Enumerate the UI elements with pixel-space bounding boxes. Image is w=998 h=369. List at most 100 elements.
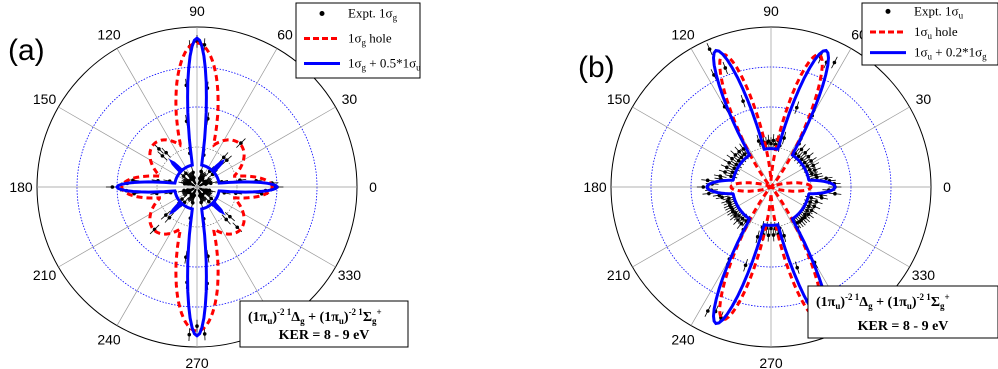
data-point xyxy=(707,191,711,196)
data-point xyxy=(733,153,738,157)
data-point xyxy=(199,169,203,174)
legend-marker xyxy=(319,11,325,16)
data-point xyxy=(160,154,165,158)
legend-label: 1σg + 0.5*1σu xyxy=(348,56,421,73)
data-point xyxy=(221,155,226,160)
data-point xyxy=(184,171,188,176)
angle-tick-label: 210 xyxy=(607,267,631,283)
series-hole-curve xyxy=(718,53,824,321)
legend-box xyxy=(861,2,998,66)
data-point xyxy=(809,159,813,163)
data-point xyxy=(202,332,207,336)
data-point xyxy=(723,170,727,174)
data-point xyxy=(207,199,211,204)
data-point xyxy=(799,157,804,162)
data-point xyxy=(705,178,710,183)
data-point xyxy=(192,193,197,198)
data-point xyxy=(732,166,737,171)
angle-tick-label: 120 xyxy=(97,27,121,43)
annotation-box: (1πu)-2 1Δg + (1πu)-2 1Σg+ KER = 8 - 9 eV xyxy=(239,300,409,348)
data-point xyxy=(733,210,738,215)
data-point xyxy=(824,176,828,181)
data-point xyxy=(225,158,229,162)
angle-tick-label: 330 xyxy=(912,267,936,283)
data-point xyxy=(795,265,800,270)
data-point xyxy=(164,213,168,217)
data-point xyxy=(239,141,243,145)
data-point xyxy=(723,66,728,70)
legend-label: Expt. 1σu xyxy=(914,3,964,20)
data-point xyxy=(707,47,712,51)
data-point xyxy=(190,200,195,205)
data-point xyxy=(736,159,741,163)
angle-tick-label: 30 xyxy=(916,91,932,107)
data-point xyxy=(182,181,187,186)
annotation-ker: KER = 8 - 9 eV xyxy=(858,319,949,334)
angle-tick-label: 240 xyxy=(97,331,121,347)
data-point xyxy=(805,164,810,168)
data-point xyxy=(813,173,818,177)
angle-tick-label: 0 xyxy=(943,179,951,195)
data-point xyxy=(812,204,817,209)
data-point xyxy=(806,154,811,159)
data-point xyxy=(734,162,739,167)
data-point xyxy=(769,226,773,231)
data-point xyxy=(782,233,786,238)
data-point xyxy=(180,197,184,201)
data-point xyxy=(771,138,776,143)
data-point xyxy=(813,168,817,172)
data-point xyxy=(157,147,161,151)
angle-tick-label: 120 xyxy=(671,27,695,43)
data-point xyxy=(736,218,740,222)
data-point xyxy=(202,42,207,47)
data-point xyxy=(796,154,801,159)
data-point xyxy=(769,141,773,146)
data-point xyxy=(803,212,807,217)
data-point xyxy=(725,165,729,170)
angle-tick-label: 90 xyxy=(763,3,779,19)
data-point xyxy=(197,176,202,181)
data-point xyxy=(701,185,706,189)
data-point xyxy=(771,233,776,237)
data-point xyxy=(737,149,741,154)
data-point xyxy=(195,324,199,328)
data-point xyxy=(803,151,807,155)
data-point xyxy=(235,225,240,230)
data-point xyxy=(807,204,811,209)
data-point xyxy=(200,192,205,197)
data-point xyxy=(766,233,771,237)
series-fit-curve xyxy=(705,48,837,326)
panel-label: (a) xyxy=(8,34,45,67)
data-point xyxy=(164,150,168,155)
data-point xyxy=(803,215,807,220)
legend-label: 1σg hole xyxy=(348,31,392,48)
data-point xyxy=(110,185,115,189)
polar-chart-a: 0 30 60 90 120 150 180 210 240 270 330 (a) Expt. 1σg… xyxy=(8,2,421,369)
angle-tick-label: 90 xyxy=(189,3,205,19)
data-point xyxy=(729,174,733,179)
data-point xyxy=(720,195,724,200)
data-point xyxy=(739,221,744,226)
legend-marker xyxy=(885,8,891,14)
angle-tick-label: 210 xyxy=(33,267,57,283)
data-point xyxy=(228,214,232,219)
data-point xyxy=(730,170,735,175)
angle-tick-label: 330 xyxy=(338,267,362,283)
legend: Expt. 1σu 1σu hole 1σu + 0.2*1σg xyxy=(861,2,998,66)
data-point xyxy=(187,332,192,337)
angle-tick-label: 30 xyxy=(342,91,358,107)
annotation-ker: KER = 8 - 9 eV xyxy=(279,328,370,343)
legend-label: 1σu hole xyxy=(914,24,958,41)
data-point xyxy=(809,208,814,213)
angle-tick-label: 180 xyxy=(583,179,607,195)
annotation-box: (1πu)-2 1Δg + (1πu)-2 1Σg+ KER = 8 - 9 eV xyxy=(807,285,998,339)
annotation-state: (1πu)-2 1Δg + (1πu)-2 1Σg+ xyxy=(816,292,950,311)
series-hole-curve xyxy=(120,41,274,333)
series-fit-curve xyxy=(115,36,279,338)
data-point xyxy=(819,195,824,200)
legend-label: 1σu + 0.2*1σg xyxy=(914,45,987,62)
data-point xyxy=(805,208,809,213)
angle-tick-label: 150 xyxy=(33,91,57,107)
